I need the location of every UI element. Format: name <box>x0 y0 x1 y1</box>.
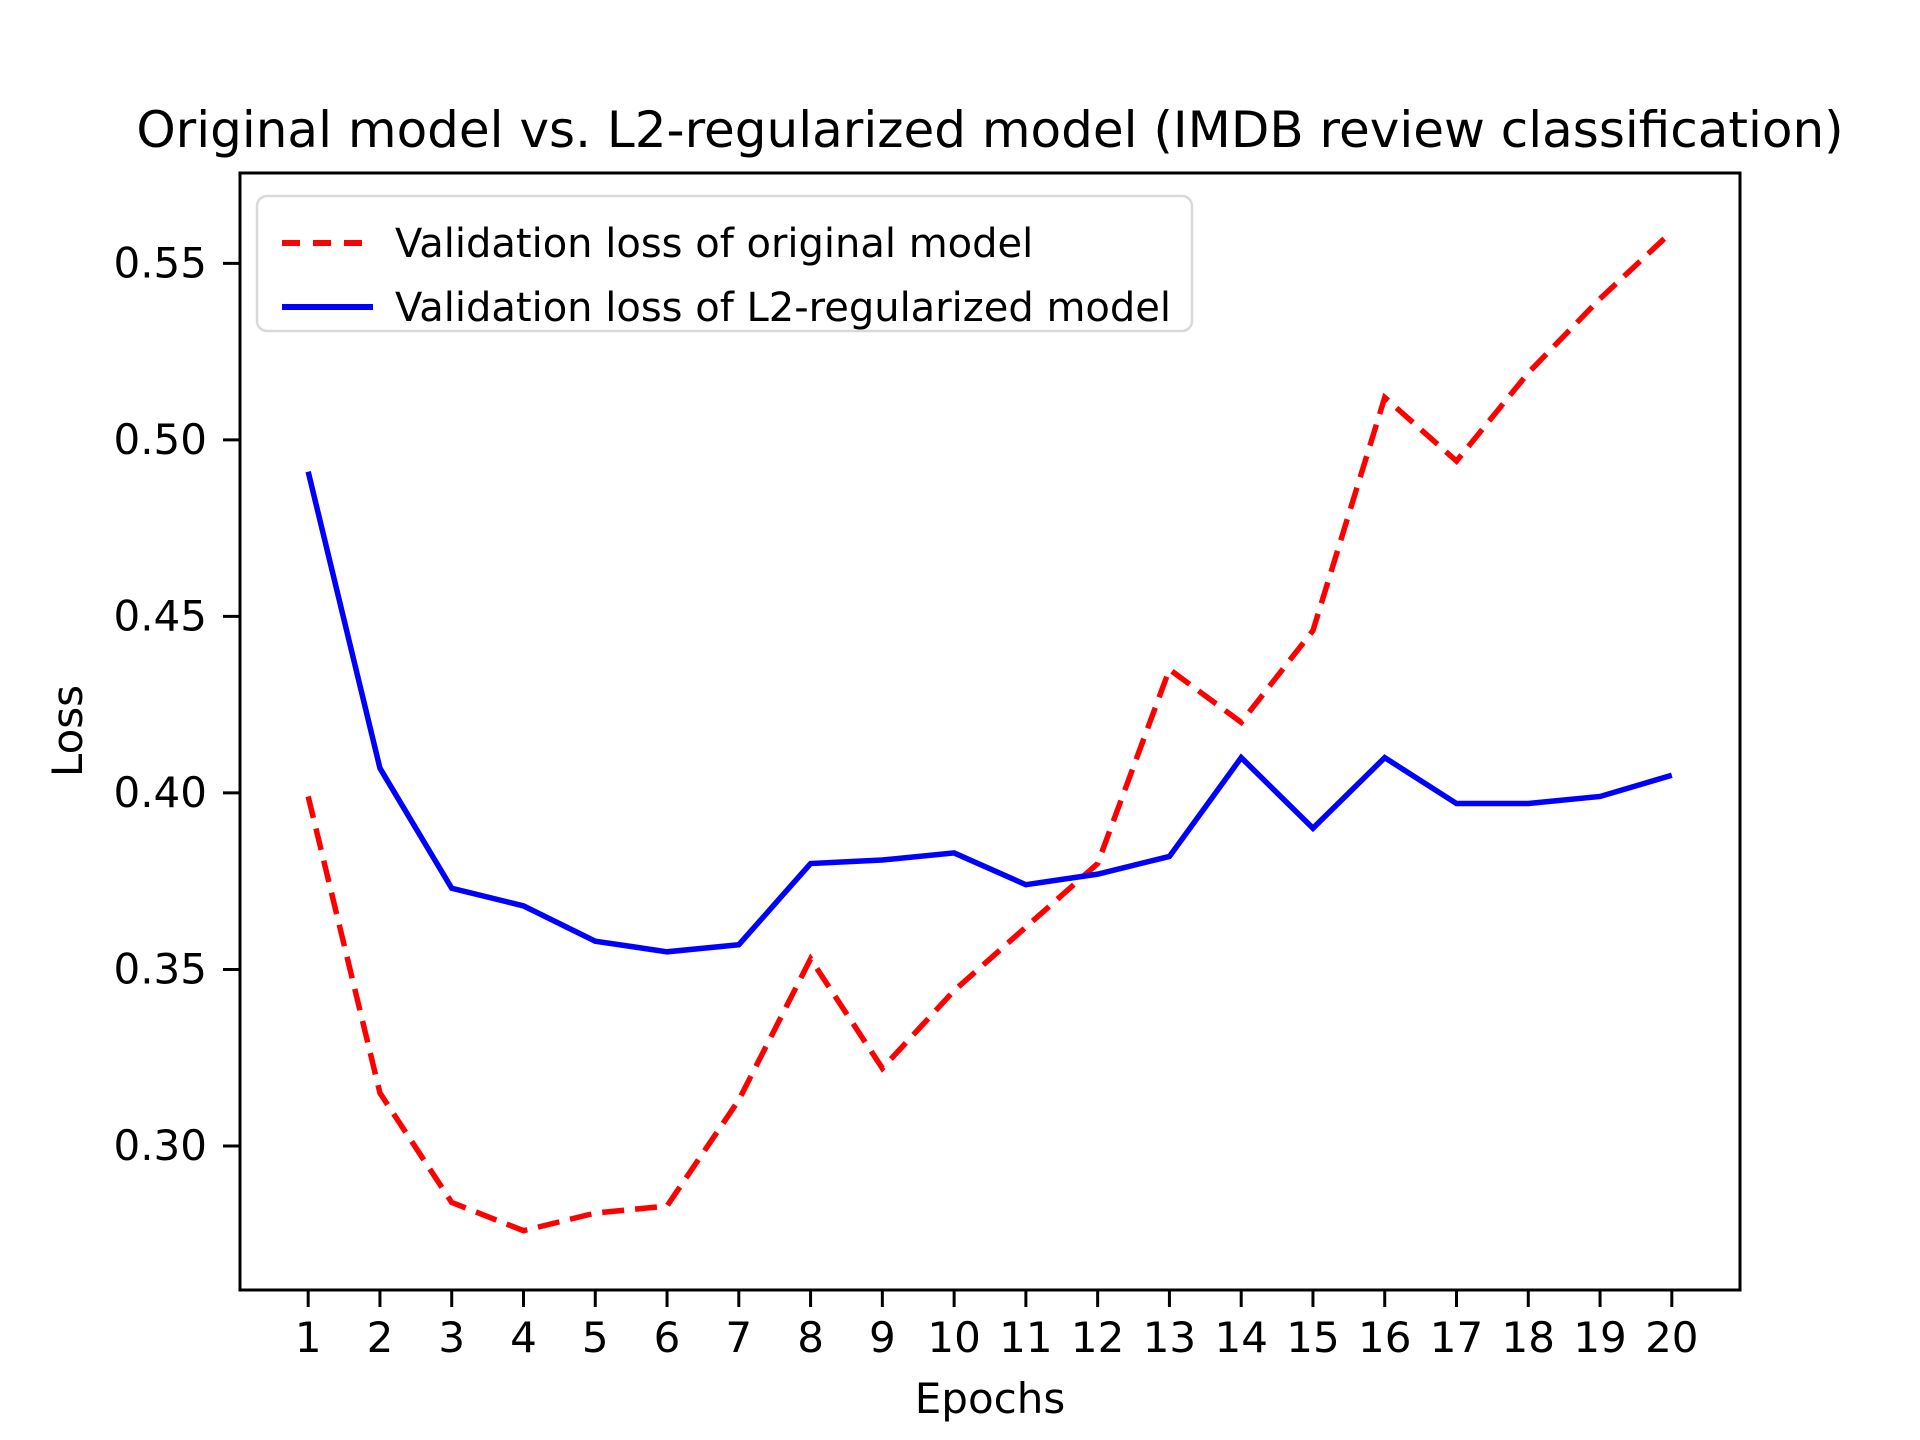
original-model-loss-line <box>305 229 1674 1234</box>
chart-title: Original model vs. L2-regularized model … <box>136 101 1843 159</box>
x-tick-label: 9 <box>869 1313 896 1362</box>
x-axis-label: Epochs <box>915 1374 1066 1423</box>
y-tick-label: 0.40 <box>113 768 207 817</box>
y-tick-label: 0.55 <box>113 238 207 287</box>
x-tick-label: 3 <box>438 1313 465 1362</box>
x-tick-label: 15 <box>1286 1313 1339 1362</box>
x-tick-label: 11 <box>999 1313 1052 1362</box>
legend-box <box>255 194 1194 333</box>
x-tick-label: 20 <box>1645 1313 1698 1362</box>
x-tick-label: 14 <box>1214 1313 1267 1362</box>
x-tick-label: 12 <box>1071 1313 1124 1362</box>
x-tick-label: 19 <box>1573 1313 1626 1362</box>
y-tick-label: 0.50 <box>113 415 207 464</box>
x-tick-label: 13 <box>1143 1313 1196 1362</box>
x-tick-label: 16 <box>1358 1313 1411 1362</box>
x-tick-label: 5 <box>582 1313 609 1362</box>
x-tick-label: 8 <box>797 1313 824 1362</box>
y-tick-label: 0.30 <box>113 1121 207 1170</box>
y-axis-label: Loss <box>43 685 92 777</box>
x-tick-label: 6 <box>654 1313 681 1362</box>
legend-label: Validation loss of L2-regularized model <box>395 285 1171 331</box>
x-tick-label: 1 <box>295 1313 322 1362</box>
x-tick-label: 18 <box>1502 1313 1555 1362</box>
y-tick-label: 0.35 <box>113 944 207 993</box>
x-tick-label: 10 <box>927 1313 980 1362</box>
l2-model-loss-line <box>305 471 1673 955</box>
x-tick-label: 4 <box>510 1313 537 1362</box>
x-tick-label: 2 <box>367 1313 394 1362</box>
y-tick-label: 0.45 <box>113 591 207 640</box>
x-tick-label: 7 <box>725 1313 752 1362</box>
axes-spines <box>238 171 1742 1292</box>
x-tick-label: 17 <box>1430 1313 1483 1362</box>
legend-label: Validation loss of original model <box>395 221 1033 267</box>
